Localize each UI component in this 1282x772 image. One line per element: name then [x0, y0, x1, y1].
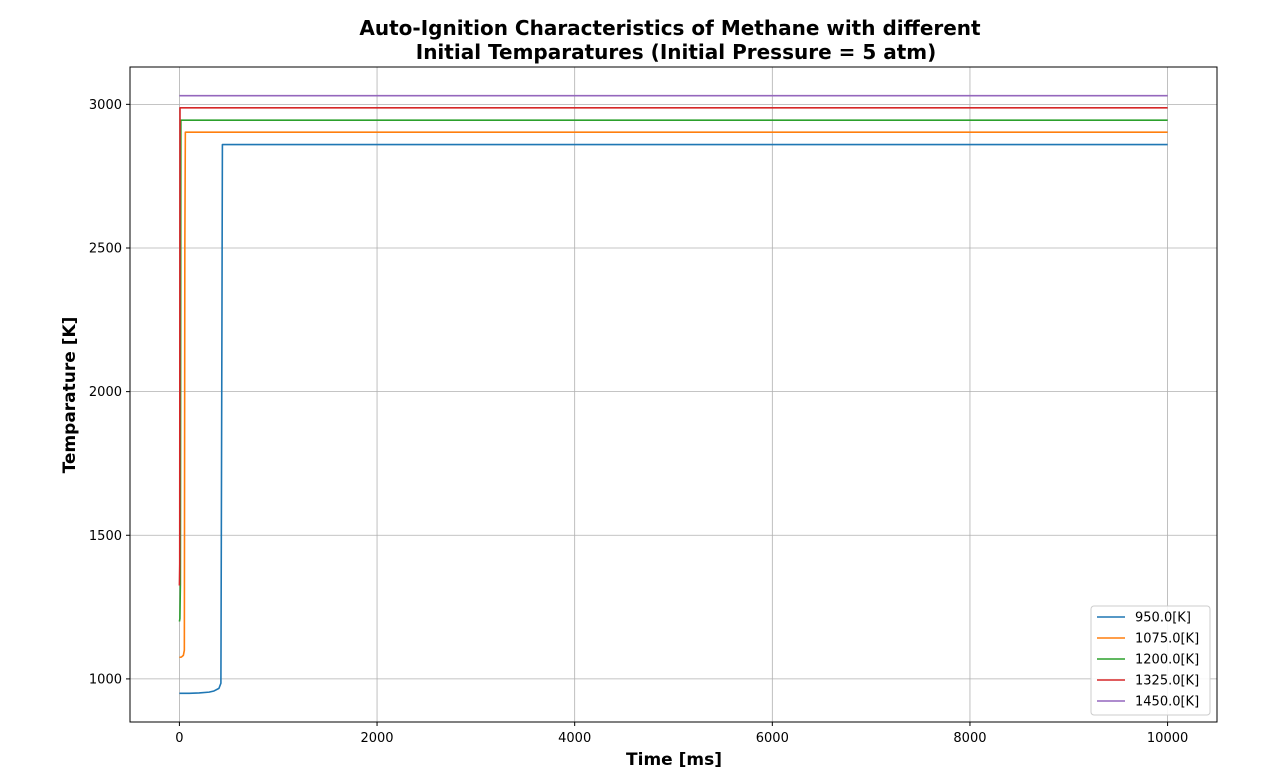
- x-tick-label: 8000: [953, 731, 986, 746]
- series-line-0: [179, 143, 1168, 695]
- x-tick-label: 0: [175, 731, 183, 746]
- y-axis-label: Temparature [K]: [60, 317, 80, 474]
- y-tick-label: 3000: [89, 98, 122, 113]
- x-axis-label: Time [ms]: [626, 750, 722, 770]
- y-tick-label: 2500: [89, 241, 122, 256]
- x-tick-label: 4000: [558, 731, 591, 746]
- series-line-1: [179, 131, 1168, 659]
- y-tick-label: 1000: [89, 672, 122, 687]
- legend-label-4: 1450.0[K]: [1135, 695, 1199, 710]
- legend: 950.0[K] 1075.0[K] 1200.0[K] 1325.0[K] 1450.…: [1090, 605, 1211, 716]
- x-tick-label: 6000: [756, 731, 789, 746]
- axis-ticks: 0 2000 4000 6000 8000 10000 1000 1500 2000 2500 30…: [89, 98, 1188, 746]
- chart-title-line-2: Initial Temparatures (Initial Pressure =…: [416, 40, 937, 64]
- series-line-2: [178, 119, 1168, 622]
- y-tick-label: 2000: [89, 385, 122, 400]
- legend-label-2: 1200.0[K]: [1135, 653, 1199, 668]
- series-lines: [178, 94, 1168, 695]
- series-line-3: [178, 106, 1168, 586]
- grid: [130, 67, 1217, 722]
- x-tick-label: 10000: [1147, 731, 1188, 746]
- legend-label-3: 1325.0[K]: [1135, 674, 1199, 689]
- legend-label-1: 1075.0[K]: [1135, 632, 1199, 647]
- chart-title-line-1: Auto-Ignition Characteristics of Methane…: [359, 16, 981, 40]
- legend-box: [1090, 605, 1211, 716]
- x-tick-label: 2000: [360, 731, 393, 746]
- y-tick-label: 1500: [89, 529, 122, 544]
- legend-label-0: 950.0[K]: [1135, 611, 1191, 626]
- plot-frame: [129, 66, 1218, 723]
